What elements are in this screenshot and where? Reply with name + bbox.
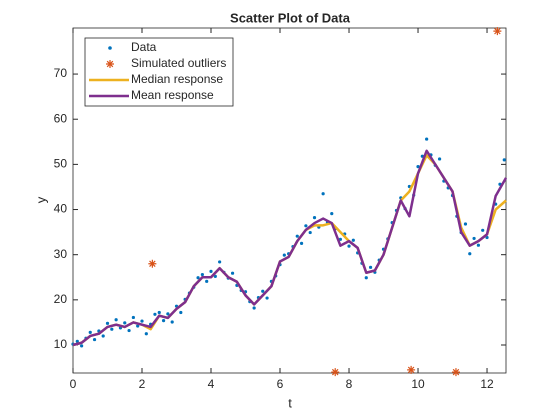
x-tick-label: 0 (70, 377, 77, 391)
data-point (308, 230, 312, 235)
y-tick-label: 60 (54, 111, 68, 125)
data-point (463, 222, 468, 226)
data-point (131, 315, 135, 320)
data-point (209, 269, 213, 273)
legend-symbol (108, 46, 112, 50)
chart-title: Scatter Plot of Data (230, 10, 351, 25)
legend-label: Mean response (131, 88, 214, 102)
legend-symbol (106, 60, 114, 68)
legend-label: Median response (131, 72, 223, 86)
response-line (72, 149, 508, 347)
data-point (330, 211, 334, 216)
data-point (179, 310, 183, 315)
data-point (200, 272, 204, 277)
outlier-point (493, 27, 502, 36)
data-point (170, 320, 174, 324)
legend-label: Data (131, 40, 157, 54)
x-tick-label: 10 (411, 377, 425, 391)
x-tick-label: 6 (277, 377, 284, 391)
data-point (196, 276, 200, 280)
data-point (153, 312, 157, 316)
data-point (437, 157, 442, 161)
data-point (205, 279, 209, 283)
data-point (472, 236, 476, 241)
legend-label: Simulated outliers (131, 56, 226, 70)
data-point (144, 332, 148, 336)
x-tick-label: 12 (480, 377, 494, 391)
data-point (101, 334, 105, 338)
outlier-point (407, 365, 416, 374)
data-point (157, 310, 161, 315)
data-point (468, 252, 472, 256)
data-point (110, 327, 114, 331)
data-point (481, 228, 485, 232)
data-point (265, 296, 269, 300)
data-point (416, 165, 420, 169)
data-point (351, 238, 355, 242)
data-point (218, 260, 222, 264)
outlier-point (451, 368, 460, 377)
data-point (282, 253, 286, 257)
data-point (213, 274, 217, 278)
data-point (347, 244, 351, 248)
y-tick-label: 40 (54, 202, 68, 216)
y-tick-label: 10 (54, 337, 68, 351)
data-point (476, 243, 480, 247)
data-point (261, 289, 265, 293)
data-point (295, 234, 299, 238)
data-point (425, 137, 429, 141)
data-point (140, 319, 144, 323)
data-point (127, 328, 131, 333)
data-point (114, 318, 118, 322)
data-point (161, 319, 166, 323)
y-axis-label: y (33, 196, 48, 203)
data-point (502, 158, 506, 162)
data-point (92, 337, 97, 342)
data-point (364, 276, 368, 280)
outlier-point (331, 368, 340, 377)
data-point (75, 339, 79, 343)
data-point (485, 235, 489, 240)
y-tick-label: 50 (54, 157, 68, 171)
data-point (368, 265, 373, 269)
data-point (304, 224, 308, 228)
data-point (80, 344, 84, 348)
data-point (105, 321, 110, 325)
data-point (312, 216, 317, 220)
data-point (299, 241, 304, 245)
data-point (321, 192, 325, 196)
data-point (88, 330, 92, 334)
y-tick-label: 20 (54, 292, 68, 306)
data-point (123, 321, 127, 325)
data-point (136, 324, 140, 328)
outlier-point (148, 259, 157, 268)
x-tick-label: 8 (346, 377, 353, 391)
data-point (166, 312, 170, 316)
x-axis-label: t (288, 395, 292, 410)
y-tick-label: 70 (54, 66, 68, 80)
data-point (252, 306, 256, 310)
x-tick-label: 2 (139, 377, 146, 391)
data-point (230, 271, 235, 275)
y-tick-label: 30 (54, 247, 68, 261)
x-tick-label: 4 (208, 377, 215, 391)
